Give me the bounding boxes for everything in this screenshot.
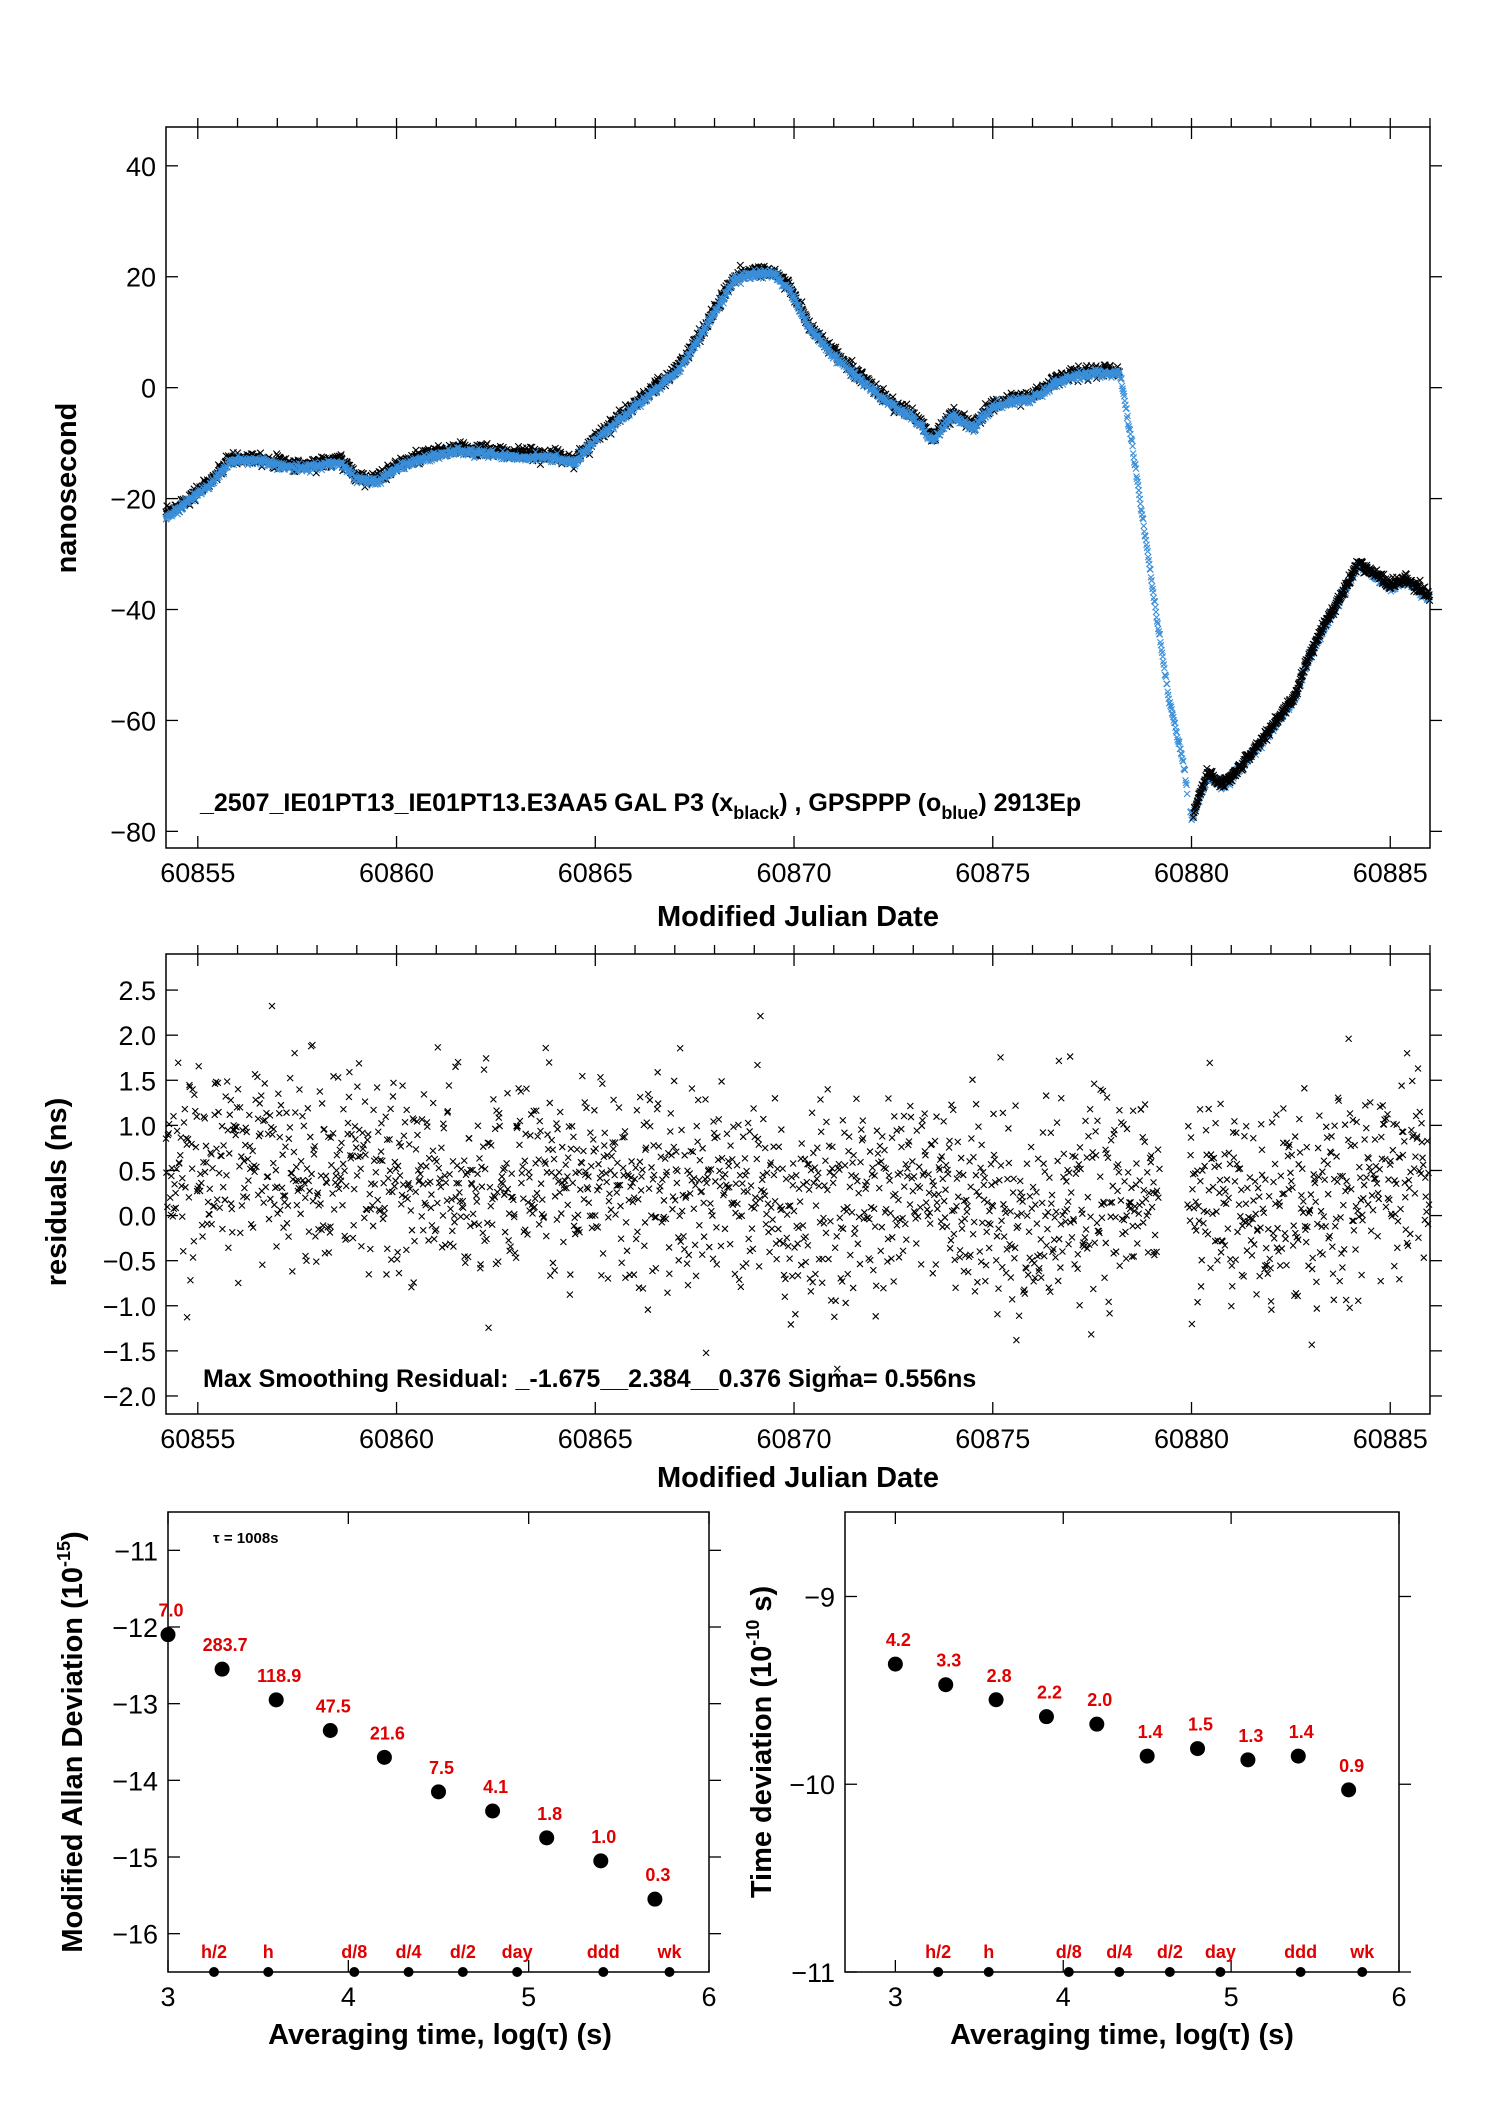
- residual-point: [193, 1113, 201, 1120]
- x-tick-label: 60880: [1154, 1424, 1229, 1454]
- y-tick-label: −1.5: [103, 1337, 156, 1367]
- residual-point: [189, 1085, 196, 1093]
- x-tick-label: 60880: [1154, 858, 1229, 888]
- gpsppp-point: [1137, 500, 1144, 508]
- y-tick-label: −20: [110, 485, 156, 515]
- gpsppp-point: [1163, 680, 1171, 688]
- x-tick-label: 60875: [955, 858, 1030, 888]
- residual-point: [166, 1194, 174, 1201]
- phase-plot-xlabel: Modified Julian Date: [657, 901, 939, 933]
- phase-plot-frame: [165, 126, 1431, 849]
- residual-point: [202, 1142, 210, 1150]
- gpsppp-point: [1160, 664, 1168, 672]
- phase-plot-annotation: _2507_IE01PT13_IE01PT13.E3AA5 GAL P3 (xb…: [199, 789, 1081, 823]
- residual-point: [181, 1105, 189, 1113]
- x-tick-label: 60855: [160, 1424, 235, 1454]
- annotation-main: _2507_IE01PT13_IE01PT13.E3AA5 GAL P3 (x: [199, 789, 733, 817]
- residual-point: [188, 1165, 196, 1173]
- residuals-plot-data: [162, 1002, 1433, 1373]
- residual-point: [165, 1120, 173, 1128]
- y-tick-label: 40: [126, 152, 156, 182]
- residual-point: [178, 1174, 186, 1182]
- residual-point: [178, 1213, 186, 1221]
- residual-point: [173, 1127, 181, 1135]
- annotation-end: ) 2913Ep: [978, 789, 1081, 817]
- gpsppp-point: [1147, 566, 1154, 573]
- x-tick-label: 60865: [558, 858, 633, 888]
- y-tick-label: 0.5: [118, 1156, 156, 1186]
- annotation-sub-black: black: [733, 803, 780, 823]
- residual-point: [199, 1233, 206, 1240]
- residual-point: [190, 1237, 198, 1245]
- residual-point: [191, 1107, 199, 1115]
- residual-point: [177, 1134, 185, 1141]
- gpsppp-point: [1183, 790, 1191, 798]
- y-tick-label: 2.5: [118, 976, 156, 1006]
- phase-plot-ylabel: nanosecond: [51, 403, 83, 574]
- x-tick-label: 60860: [359, 1424, 434, 1454]
- residual-point: [187, 1276, 194, 1284]
- y-tick-label: −40: [110, 596, 156, 626]
- y-tick-label: 20: [126, 263, 156, 293]
- y-tick-label: 0.0: [118, 1202, 156, 1232]
- x-tick-label: 60870: [756, 1424, 831, 1454]
- residual-point: [189, 1254, 197, 1261]
- gpsppp-point: [1129, 442, 1136, 450]
- x-tick-label: 60870: [756, 858, 831, 888]
- x-tick-label: 60865: [558, 1424, 633, 1454]
- residual-point: [198, 1221, 206, 1229]
- phase-plot-data: [162, 261, 1434, 824]
- residual-point: [172, 1189, 179, 1197]
- residual-point: [185, 1194, 193, 1201]
- gpsppp-point: [1144, 547, 1152, 555]
- y-tick-label: −80: [110, 817, 156, 847]
- y-tick-label: −60: [110, 706, 156, 736]
- x-tick-label: 60885: [1353, 1424, 1428, 1454]
- y-tick-label: −0.5: [103, 1247, 156, 1277]
- residual-point: [170, 1112, 177, 1120]
- residual-point: [171, 1180, 178, 1188]
- phase-plot: 60855 60860 60865 60870 60875 60880 60885 40 20 0…: [51, 118, 1442, 933]
- gpsppp-point: [1152, 608, 1160, 616]
- residual-point: [183, 1313, 191, 1321]
- phase-plot-ticks: 60855 60860 60865 60870 60875 60880 60885 40 20 0…: [110, 118, 1442, 888]
- y-tick-label: 1.5: [118, 1066, 156, 1096]
- residual-point: [174, 1059, 182, 1067]
- residual-point: [197, 1179, 205, 1187]
- annotation-sub-blue: blue: [941, 803, 978, 823]
- residual-point: [167, 1172, 175, 1180]
- annotation-mid: ) , GPSPPP (o: [779, 789, 941, 817]
- y-tick-label: −1.0: [103, 1292, 156, 1322]
- residual-point: [180, 1119, 188, 1126]
- x-tick-label: 60875: [955, 1424, 1030, 1454]
- x-tick-label: 60885: [1353, 858, 1428, 888]
- residual-point: [179, 1247, 187, 1255]
- y-tick-label: 0: [141, 374, 156, 404]
- y-tick-label: 2.0: [118, 1021, 156, 1051]
- residual-point: [169, 1213, 177, 1220]
- residuals-plot: 60855 60860 60865 60870 60875 60880 60885 2.5 2.…: [41, 945, 1442, 1494]
- x-tick-label: 60855: [160, 858, 235, 888]
- residual-point: [175, 1160, 183, 1167]
- residuals-plot-frame: [165, 953, 1431, 1415]
- residual-point: [190, 1091, 198, 1099]
- gpsppp-point: [1140, 522, 1148, 530]
- residual-point: [176, 1151, 184, 1159]
- y-tick-label: −2.0: [103, 1382, 156, 1412]
- y-tick-label: 1.0: [118, 1111, 156, 1141]
- residual-point: [195, 1062, 203, 1070]
- x-tick-label: 60860: [359, 858, 434, 888]
